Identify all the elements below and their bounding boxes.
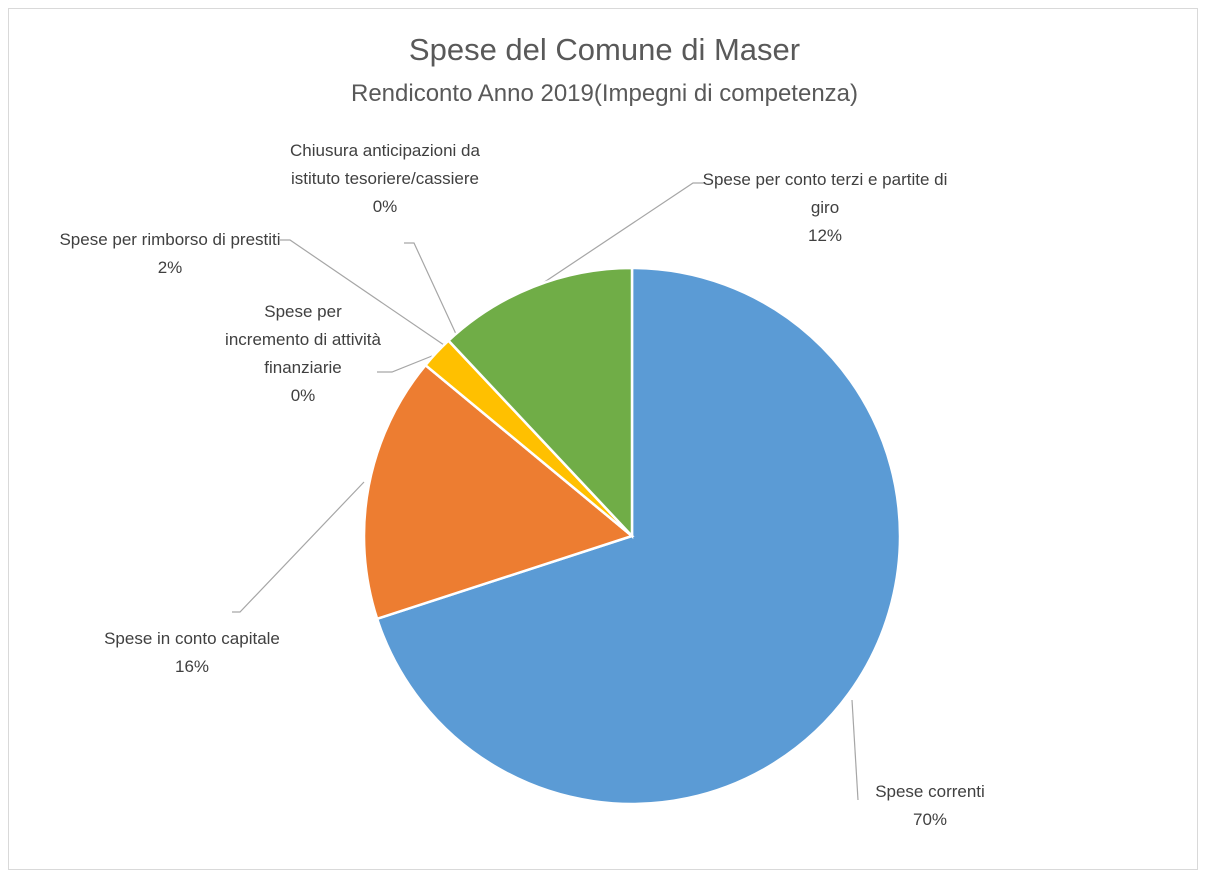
value-label: 2% <box>157 258 183 277</box>
chart-title: Spese del Comune di Maser <box>408 32 801 67</box>
category-label: Spese in conto capitale <box>104 629 280 648</box>
value-label: 70% <box>912 810 948 829</box>
value-label: 0% <box>372 197 398 216</box>
slice-label: Chiusura anticipazioni da istituto tesor… <box>280 137 490 221</box>
slice-label: Spese per rimborso di prestiti 2% <box>50 226 290 282</box>
value-label: 16% <box>174 657 210 676</box>
leader-lines <box>232 182 859 801</box>
category-label: Spese per rimborso di prestiti <box>59 230 281 249</box>
chart-subtitle: Rendiconto Anno 2019(Impegni di competen… <box>351 80 858 107</box>
category-label: Spese correnti <box>875 782 985 801</box>
leader-line <box>851 699 859 801</box>
category-label: Chiusura anticipazioni da istituto tesor… <box>290 141 480 188</box>
category-label: Spese per incremento di attività finanzi… <box>225 302 381 377</box>
pie-slice <box>446 266 634 540</box>
slice-label: Spese in conto capitale 16% <box>52 625 332 681</box>
slice-label: Spese per conto terzi e partite di giro 1… <box>700 166 950 250</box>
value-label: 0% <box>290 386 316 405</box>
pie-slice <box>362 363 635 621</box>
pie-slice <box>375 266 902 806</box>
leader-line <box>280 239 445 346</box>
value-label: 12% <box>807 226 843 245</box>
slice-label: Spese per incremento di attività finanzi… <box>223 298 383 410</box>
leader-line <box>377 355 433 373</box>
leader-line <box>232 481 365 613</box>
chart-frame <box>8 8 1198 870</box>
leader-line <box>539 182 705 286</box>
category-label: Spese per conto terzi e partite di giro <box>702 170 948 217</box>
leader-line <box>404 242 457 335</box>
slice-label: Spese correnti 70% <box>800 778 1060 834</box>
